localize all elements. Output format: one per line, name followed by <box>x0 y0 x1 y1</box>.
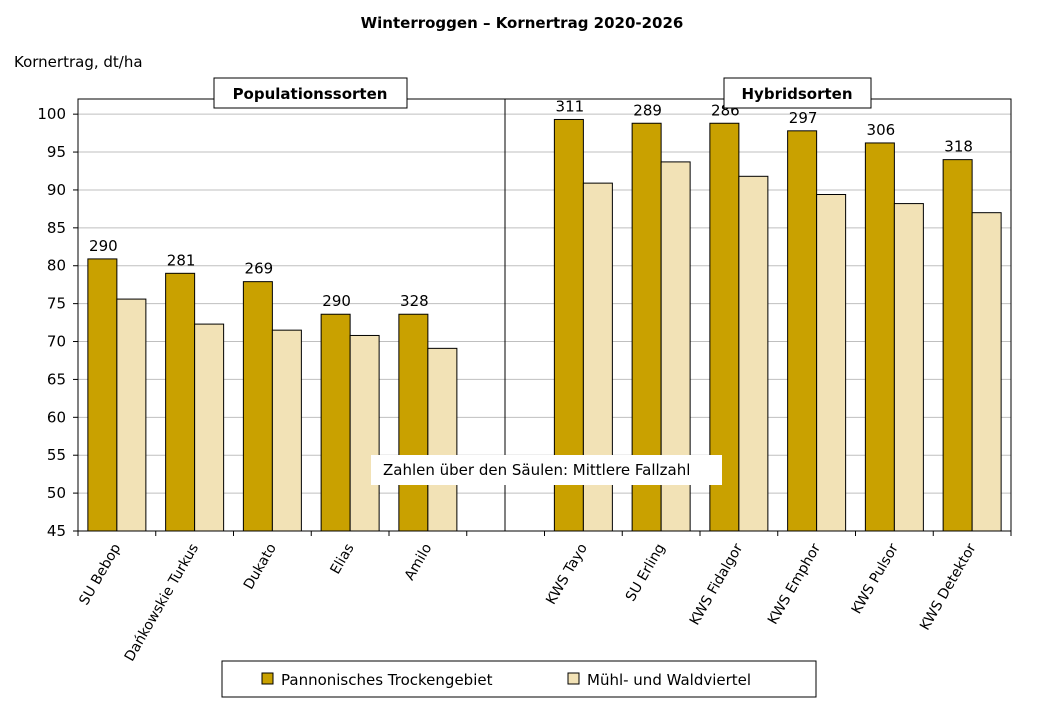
legend-label-pannonisch: Pannonisches Trockengebiet <box>281 671 493 689</box>
y-tick-label: 80 <box>47 257 66 275</box>
bar-muehl-waldviertel <box>971 212 1002 532</box>
data-label: 306 <box>867 121 896 139</box>
y-tick-label: 50 <box>47 484 66 502</box>
y-tick-label: 70 <box>47 333 66 351</box>
bar-pannonisch <box>165 272 196 532</box>
bar-pannonisch <box>320 313 351 532</box>
legend-swatch-pannonisch <box>261 672 274 685</box>
bar-pannonisch <box>398 313 429 532</box>
y-tick-label: 85 <box>47 219 66 237</box>
group-label-hybrid: Hybridsorten <box>723 77 872 109</box>
data-label: 297 <box>789 109 818 127</box>
category-label: SU Erling <box>623 541 669 604</box>
bar-muehl-waldviertel <box>893 203 924 532</box>
y-tick-label: 90 <box>47 181 66 199</box>
bar-pannonisch <box>87 258 118 532</box>
data-label: 290 <box>89 237 118 255</box>
category-label: Amilo <box>402 541 436 583</box>
y-axis-ticks: 45 50 55 60 65 70 75 80 85 90 95 100 <box>37 105 78 540</box>
y-axis-label: Kornertrag, dt/ha <box>14 53 143 71</box>
legend: Pannonisches Trockengebiet Mühl- und Wal… <box>221 660 817 698</box>
data-label: 290 <box>322 292 351 310</box>
legend-label-muehl-waldviertel: Mühl- und Waldviertel <box>587 671 751 689</box>
annotation-text: Zahlen über den Säulen: Mittlere Fallzah… <box>383 461 690 479</box>
group-label-population: Populationssorten <box>213 77 408 109</box>
y-tick-label: 65 <box>47 370 66 388</box>
data-label: 281 <box>167 251 196 269</box>
category-label: Dukato <box>241 541 280 592</box>
bar-pannonisch <box>787 130 818 532</box>
annotation: Zahlen über den Säulen: Mittlere Fallzah… <box>371 455 722 485</box>
bar-muehl-waldviertel <box>271 329 302 532</box>
bar-muehl-waldviertel <box>816 193 847 532</box>
y-tick-label: 55 <box>47 446 66 464</box>
category-label: KWS Emphor <box>765 541 824 628</box>
bar-muehl-waldviertel <box>349 334 380 532</box>
y-tick-label: 45 <box>47 522 66 540</box>
y-tick-label: 75 <box>47 295 66 313</box>
group-label-population-text: Populationssorten <box>233 85 388 103</box>
data-label: 269 <box>245 260 274 278</box>
category-label: SU Bebop <box>76 541 124 608</box>
chart-title: Winterroggen – Kornertrag 2020-2026 <box>361 14 684 32</box>
data-label: 289 <box>633 101 662 119</box>
bar-pannonisch <box>942 159 973 532</box>
category-label: Dańkowskie Turkus <box>122 541 202 664</box>
y-tick-label: 60 <box>47 408 66 426</box>
legend-box <box>221 660 817 698</box>
y-tick-label: 100 <box>37 105 66 123</box>
data-label: 311 <box>556 97 585 115</box>
x-axis-ticks <box>77 531 1012 536</box>
data-label: 318 <box>944 138 973 156</box>
bar-pannonisch <box>242 281 273 532</box>
group-label-hybrid-text: Hybridsorten <box>742 85 853 103</box>
category-label: KWS Detektor <box>917 541 980 633</box>
y-tick-label: 95 <box>47 143 66 161</box>
legend-swatch-muehl-waldviertel <box>567 672 580 685</box>
bar-pannonisch <box>864 142 895 532</box>
bar-muehl-waldviertel <box>427 347 458 532</box>
bar-muehl-waldviertel <box>116 298 147 532</box>
data-label: 328 <box>400 292 429 310</box>
bar-muehl-waldviertel <box>738 175 769 532</box>
gridlines <box>78 113 1011 494</box>
category-label: KWS Pulsor <box>849 541 902 617</box>
category-label: KWS Fidalgor <box>687 541 747 628</box>
category-label: KWS Tayo <box>543 541 591 607</box>
bar-muehl-waldviertel <box>194 323 225 532</box>
bars <box>87 118 1002 532</box>
category-label: Elias <box>327 541 357 577</box>
